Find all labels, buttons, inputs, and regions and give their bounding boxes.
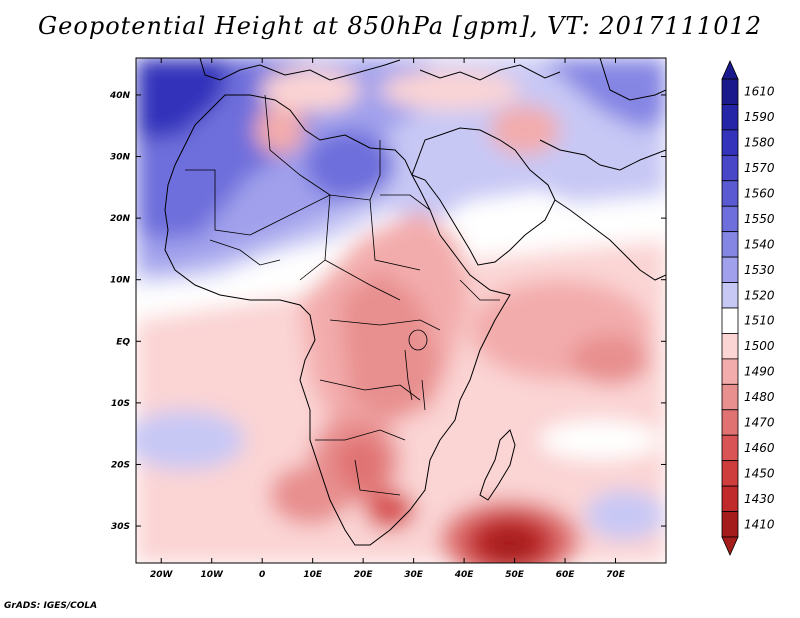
colorbar-swatch (721, 409, 739, 436)
colorbar-swatch (721, 511, 739, 538)
x-tick-label: 50E (505, 570, 525, 580)
colorbar-label: 1450 (744, 466, 775, 480)
colorbar-swatch (721, 282, 739, 309)
colorbar-swatch (721, 383, 739, 411)
colorbar-label: 1560 (744, 187, 775, 201)
colorbar-bottom-arrow (721, 536, 739, 556)
colorbar-label: 1470 (744, 416, 775, 430)
x-tick-label: 20W (150, 570, 174, 580)
colorbar-swatch (721, 129, 739, 156)
y-tick-label: 10S (111, 399, 130, 409)
colorbar-swatch (721, 358, 739, 385)
x-tick-label: 40E (454, 570, 475, 580)
colorbar-swatch (721, 307, 739, 334)
map-title: Geopotential Height at 850hPa [gpm], VT:… (38, 12, 762, 40)
x-tick-label: 30E (404, 570, 424, 580)
colorbar: 1610 1590 1580 1570 1560 1550 1540 1530 1520 1510… (721, 60, 775, 556)
country-borders (185, 94, 500, 496)
colorbar-label: 1610 (744, 85, 775, 99)
y-tick-label: 20S (111, 460, 130, 470)
plot-frame (135, 57, 667, 564)
colorbar-label: 1460 (744, 441, 775, 455)
colorbar-label: 1410 (744, 517, 775, 531)
colorbar-label: 1540 (744, 237, 775, 251)
colorbar-label: 1490 (744, 365, 775, 379)
x-tick-label: 60E (556, 570, 576, 580)
y-axis: 40N 30N 20N 10N EQ 10S 20S 30S (109, 91, 666, 532)
x-tick-label: 70E (606, 570, 626, 580)
colorbar-label: 1480 (744, 390, 775, 404)
colorbar-label: 1530 (744, 263, 775, 277)
y-tick-label: 10N (110, 276, 131, 286)
colorbar-swatch (721, 78, 739, 105)
colorbar-top-arrow (721, 60, 739, 80)
colorbar-swatch (721, 333, 739, 360)
y-tick-label: 40N (109, 91, 131, 101)
colorbar-label: 1510 (744, 314, 775, 328)
colorbar-swatch (721, 104, 739, 131)
colorbar-label: 1550 (744, 212, 775, 226)
x-tick-label: 0 (259, 570, 265, 580)
colorbar-swatch (721, 256, 739, 283)
colorbar-label: 1500 (744, 339, 775, 353)
colorbar-swatch (721, 485, 739, 512)
lakes (404, 329, 428, 411)
y-tick-label: 20N (110, 214, 131, 224)
colorbar-swatch (721, 434, 739, 462)
colorbar-swatch (721, 460, 739, 487)
colorbar-label: 1580 (744, 136, 775, 150)
x-axis: 20W 10W 0 10E 20E 30E 40E 50E 60E 70E (150, 58, 626, 580)
x-tick-label: 10E (303, 570, 323, 580)
colorbar-swatch (721, 154, 739, 182)
grads-credit: GrADS: IGES/COLA (4, 601, 98, 611)
y-tick-label: 30S (111, 522, 130, 532)
height-field (136, 58, 666, 563)
colorbar-swatch (721, 231, 739, 258)
colorbar-label: 1430 (744, 492, 775, 506)
x-tick-label: 10W (200, 570, 224, 580)
x-tick-label: 20E (354, 570, 374, 580)
colorbar-swatch (721, 180, 739, 207)
colorbar-swatch (721, 205, 739, 233)
colorbar-label: 1590 (744, 110, 775, 124)
y-tick-label: 30N (110, 153, 131, 163)
colorbar-label: 1520 (744, 288, 775, 302)
colorbar-label: 1570 (744, 161, 775, 175)
y-tick-label: EQ (116, 337, 130, 347)
coastlines (164, 58, 666, 546)
